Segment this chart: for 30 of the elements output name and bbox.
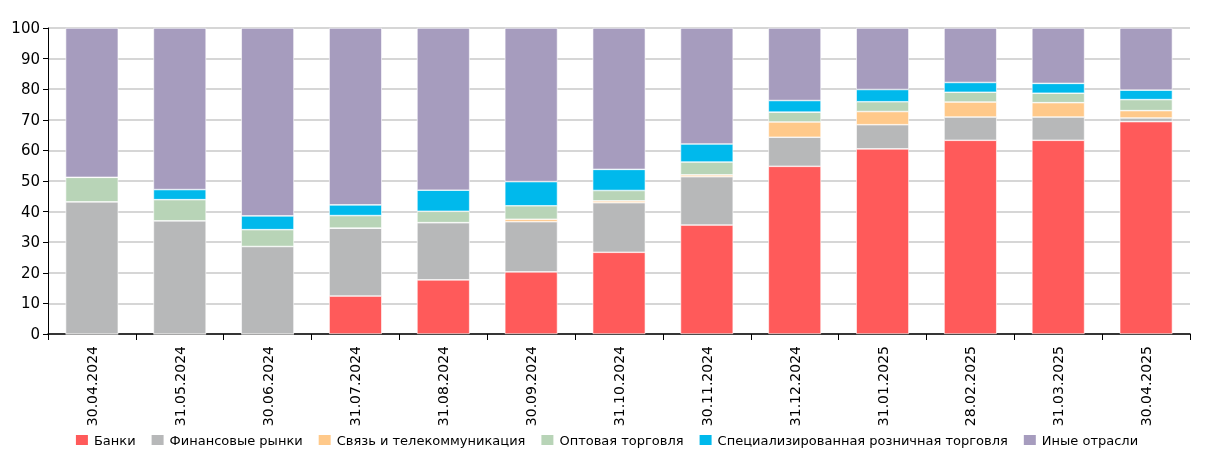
y-tick-label: 30 xyxy=(20,233,40,252)
x-tick-label: 31.07.2024 xyxy=(347,345,364,427)
legend-label: Связь и телекоммуникация xyxy=(336,432,526,448)
y-tick-label: 80 xyxy=(20,80,40,99)
x-tick-label: 30.06.2024 xyxy=(259,345,276,427)
y-tick-label: 100 xyxy=(11,19,40,37)
legend-label: Оптовая торговля xyxy=(559,432,684,448)
y-tick-label: 90 xyxy=(20,49,40,68)
y-tick-label: 50 xyxy=(20,172,40,190)
x-tick-label: 30.11.2024 xyxy=(698,345,715,427)
legend-label: Иные отрасли xyxy=(1041,432,1139,448)
x-tick-label: 31.12.2024 xyxy=(786,345,803,427)
y-tick-label: 70 xyxy=(20,110,40,129)
legend-label: Финансовые рынки xyxy=(169,432,303,448)
x-tick-label: 30.09.2024 xyxy=(523,345,540,427)
x-tick-label: 31.03.2025 xyxy=(1050,346,1067,427)
y-tick-label: 10 xyxy=(20,294,40,313)
y-tick-label: 20 xyxy=(20,263,40,282)
y-tick-label: 0 xyxy=(30,325,40,343)
y-tick-label: 60 xyxy=(20,141,40,160)
x-tick-label: 30.04.2024 xyxy=(83,345,100,427)
x-tick-label: 31.08.2024 xyxy=(435,345,452,427)
x-tick-label: 30.04.2025 xyxy=(1138,346,1155,427)
legend-label: Специализированная розничная торговля xyxy=(717,432,1008,448)
x-tick-label: 31.05.2024 xyxy=(171,345,188,427)
x-tick-label: 31.01.2025 xyxy=(874,346,891,427)
x-tick-label: 31.10.2024 xyxy=(611,345,627,427)
y-tick-label: 40 xyxy=(20,202,40,221)
x-tick-label: 28.02.2025 xyxy=(962,346,979,427)
legend-label: Банки xyxy=(93,432,136,448)
